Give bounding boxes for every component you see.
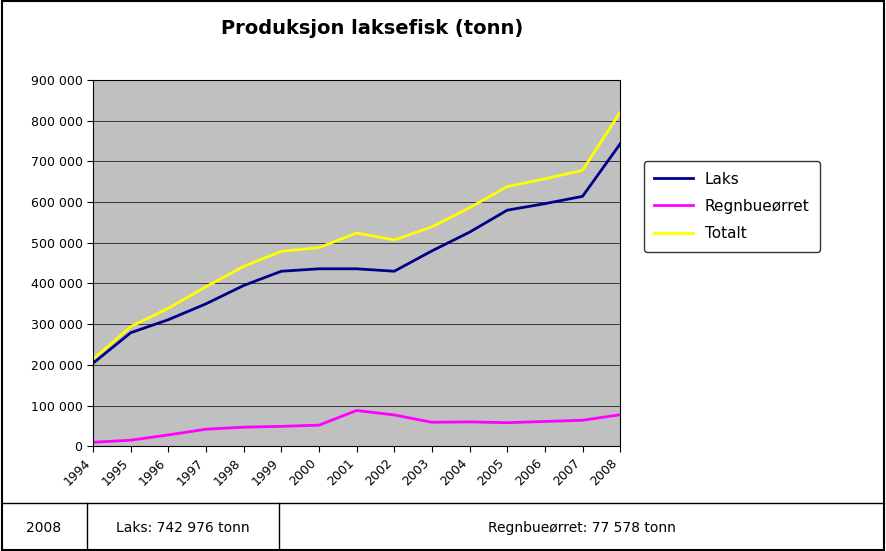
Text: Produksjon laksefisk (tonn): Produksjon laksefisk (tonn) xyxy=(221,19,524,38)
Text: Regnbueørret: 77 578 tonn: Regnbueørret: 77 578 tonn xyxy=(487,521,676,535)
Text: Laks: 742 976 tonn: Laks: 742 976 tonn xyxy=(116,521,250,535)
Legend: Laks, Regnbueørret, Totalt: Laks, Regnbueørret, Totalt xyxy=(643,161,820,252)
Text: 2008: 2008 xyxy=(26,521,61,535)
